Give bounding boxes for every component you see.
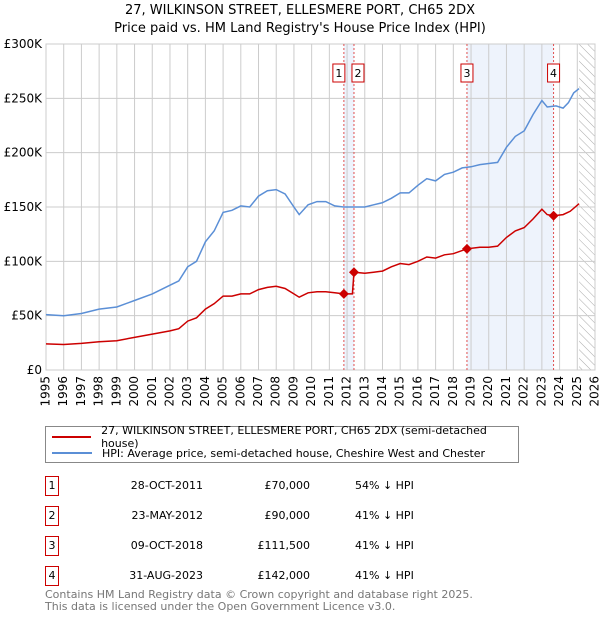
x-tick-label: 2017 xyxy=(428,376,442,407)
y-tick-label: £100K xyxy=(4,254,44,268)
table-row: 1 28-OCT-2011 £70,000 54% ↓ HPI xyxy=(45,476,545,496)
y-tick-label: £150K xyxy=(4,200,44,214)
legend-swatch-blue xyxy=(52,452,92,454)
x-tick-label: 2003 xyxy=(180,376,194,407)
sale-number: 4 xyxy=(45,566,59,586)
x-tick-label: 2002 xyxy=(162,376,176,407)
sale-hpi: 54% ↓ HPI xyxy=(355,479,414,492)
sale-marker xyxy=(461,243,472,254)
x-tick-label: 2013 xyxy=(357,376,371,407)
chart-subtitle: Price paid vs. HM Land Registry's House … xyxy=(114,21,486,36)
sale-date: 23-MAY-2012 xyxy=(131,509,203,522)
y-tick-label: £300K xyxy=(4,37,44,51)
x-tick-label: 2018 xyxy=(446,376,460,407)
sale-date: 31-AUG-2023 xyxy=(129,569,203,582)
sale-price: £90,000 xyxy=(264,509,311,522)
sale-price: £70,000 xyxy=(264,479,311,492)
x-tick-label: 2012 xyxy=(340,376,354,407)
legend-item-hpi: HPI: Average price, semi-detached house,… xyxy=(52,444,485,462)
x-tick-label: 2025 xyxy=(570,376,584,407)
x-tick-label: 2016 xyxy=(410,376,424,407)
sale-label: 4 xyxy=(550,67,557,80)
sale-label: 3 xyxy=(463,67,470,80)
table-row: 4 31-AUG-2023 £142,000 41% ↓ HPI xyxy=(45,566,545,586)
legend-item-property: 27, WILKINSON STREET, ELLESMERE PORT, CH… xyxy=(52,424,518,450)
footer: Contains HM Land Registry data © Crown c… xyxy=(45,589,473,613)
y-tick-label: £200K xyxy=(4,146,44,160)
x-tick-label: 2024 xyxy=(552,376,566,407)
chart-title: 27, WILKINSON STREET, ELLESMERE PORT, CH… xyxy=(124,3,476,18)
sale-label-box xyxy=(351,63,365,83)
x-tick-label: 1999 xyxy=(109,376,123,407)
x-tick-label: 2023 xyxy=(534,376,548,407)
sale-marker xyxy=(338,288,349,299)
x-tick-label: 1998 xyxy=(92,376,106,407)
x-tick-label: 2020 xyxy=(481,376,495,407)
x-tick-label: 2010 xyxy=(304,376,318,407)
plot-border xyxy=(45,43,596,371)
y-tick-label: £250K xyxy=(4,91,44,105)
x-tick-label: 1996 xyxy=(56,376,70,407)
x-tick-label: 2021 xyxy=(499,376,513,407)
footer-licence: This data is licensed under the Open Gov… xyxy=(45,600,396,613)
table-row: 3 09-OCT-2018 £111,500 41% ↓ HPI xyxy=(45,536,545,556)
legend-swatch-red xyxy=(52,436,92,438)
x-tick-label: 2005 xyxy=(216,376,230,407)
sale-label-box xyxy=(460,63,474,83)
sale-label: 1 xyxy=(335,67,342,80)
sale-hpi: 41% ↓ HPI xyxy=(355,509,414,522)
sale-number: 2 xyxy=(45,506,59,526)
sale-marker xyxy=(348,267,359,278)
sale-date: 09-OCT-2018 xyxy=(130,539,203,552)
sale-price: £111,500 xyxy=(257,539,311,552)
sale-label-box xyxy=(547,63,561,83)
x-tick-label: 2001 xyxy=(145,376,159,407)
hpi-line xyxy=(45,88,580,317)
x-tick-label: 2019 xyxy=(464,376,478,407)
footer-copyright: Contains HM Land Registry data © Crown c… xyxy=(45,588,473,601)
sale-hpi: 41% ↓ HPI xyxy=(355,539,414,552)
sale-price: £142,000 xyxy=(257,569,311,582)
x-tick-label: 2022 xyxy=(517,376,531,407)
legend: 27, WILKINSON STREET, ELLESMERE PORT, CH… xyxy=(45,424,519,463)
x-tick-label: 2006 xyxy=(233,376,247,407)
table-row: 2 23-MAY-2012 £90,000 41% ↓ HPI xyxy=(45,506,545,526)
legend-label: 27, WILKINSON STREET, ELLESMERE PORT, CH… xyxy=(101,424,487,450)
x-tick-label: 2000 xyxy=(127,376,141,407)
sale-number: 3 xyxy=(45,536,59,556)
x-tick-label: 2014 xyxy=(375,376,389,407)
sale-label: 2 xyxy=(354,67,361,80)
x-tick-label: 2007 xyxy=(251,376,265,407)
sale-label-box xyxy=(332,63,346,83)
x-tick-label: 2004 xyxy=(198,376,212,407)
x-tick-label: 2026 xyxy=(588,376,600,407)
x-tick-label: 2015 xyxy=(393,376,407,407)
legend-label: HPI: Average price, semi-detached house,… xyxy=(102,446,486,460)
y-tick-label: £50K xyxy=(11,309,43,323)
price-chart: 1995 1996 1997 1998 1999 2000 2001 2002 2003 2004… xyxy=(4,37,600,407)
x-tick-label: 2009 xyxy=(286,376,300,407)
x-tick-label: 2011 xyxy=(322,376,336,407)
sale-number: 1 xyxy=(45,476,59,496)
x-tick-label: 2008 xyxy=(269,376,283,407)
x-tick-label: 1997 xyxy=(74,376,88,407)
sale-hpi: 41% ↓ HPI xyxy=(355,569,414,582)
x-tick-label: 1995 xyxy=(39,376,53,407)
sale-date: 28-OCT-2011 xyxy=(130,479,203,492)
sale-marker xyxy=(548,210,559,221)
y-tick-label: £0 xyxy=(27,363,42,377)
